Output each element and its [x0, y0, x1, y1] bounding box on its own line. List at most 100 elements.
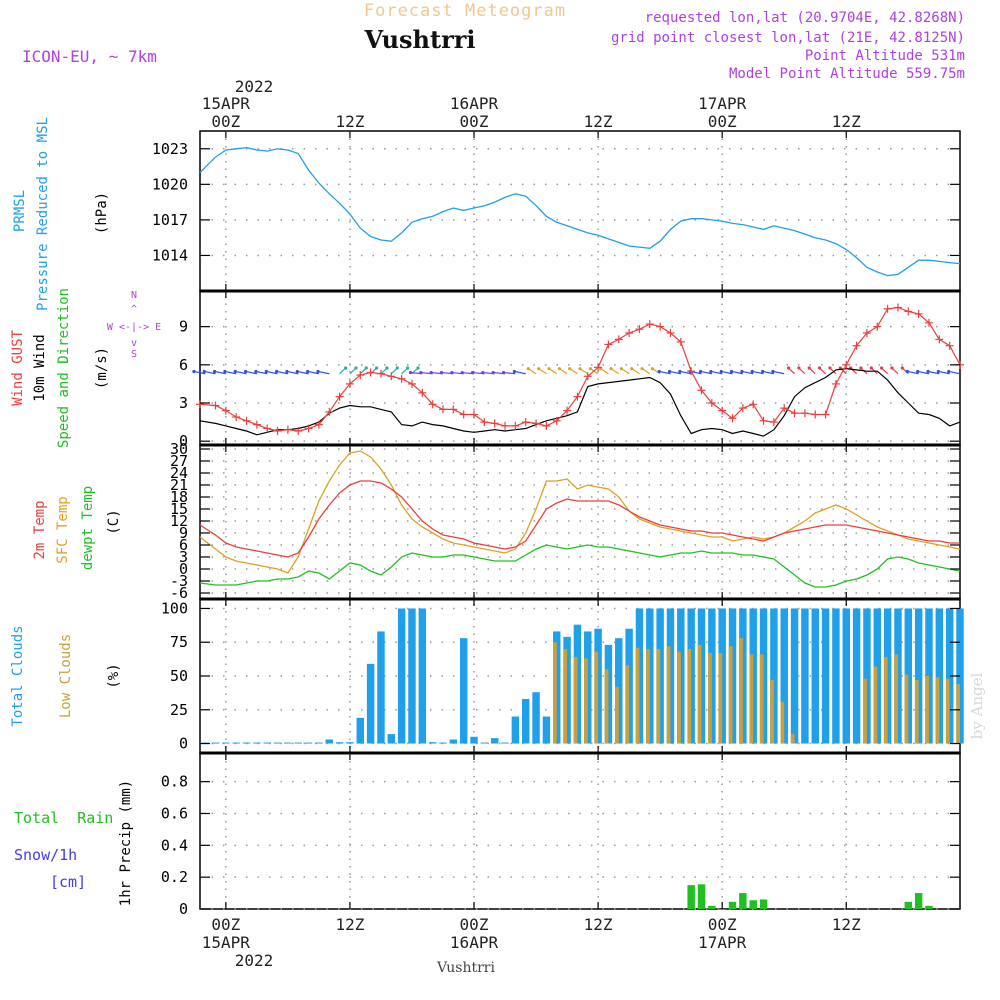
wind-10m-title: 10m Wind: [32, 334, 48, 401]
wind-dir-arrow: [679, 370, 692, 375]
rain-bar: [904, 901, 913, 909]
wind-dir-arrow: [204, 370, 216, 375]
top-hour-label: 12Z: [335, 112, 364, 131]
wind-dir-arrowhead: [512, 369, 517, 374]
wind-dir-arrowhead: [408, 370, 413, 375]
ytick-label-precip: 0.8: [161, 773, 188, 791]
total-cloud-bar: [428, 742, 437, 744]
ytick-label-precip: 0.2: [161, 868, 188, 886]
low-cloud-bar: [708, 653, 712, 744]
ytick-label-temperature: 30: [170, 440, 188, 458]
ytick-label-pressure: 1017: [152, 211, 188, 229]
ytick-label-temperature: 27: [170, 452, 188, 470]
ytick-label-clouds: 100: [161, 599, 188, 617]
ytick-label-temperature: 6: [179, 536, 188, 554]
pressure-ylabel: (hPa): [94, 192, 110, 234]
low-cloud-bar: [739, 638, 743, 744]
total-cloud-bar: [346, 742, 354, 744]
total-cloud-bar: [242, 742, 251, 744]
wind-dir-arrowhead: [481, 370, 485, 375]
wind-dir-arrowhead: [450, 370, 454, 375]
top-date-label: 17APR: [698, 94, 747, 113]
wind-dir-arrowhead: [729, 369, 734, 374]
low-cloud-bar: [780, 701, 785, 744]
total-cloud-bar: [366, 663, 375, 744]
low-cloud-bar: [904, 674, 909, 744]
wind-dir-arrowhead: [947, 369, 951, 374]
total-cloud-bar: [222, 742, 230, 744]
wind-dir-arrow: [948, 370, 961, 375]
wind-ylabel: (m/s): [94, 347, 110, 389]
wind-dir-arrow: [752, 370, 764, 375]
wind-titles: Wind GUST 10m Wind Speed and Direction (…: [10, 288, 161, 448]
wind-dir-arrowhead: [306, 369, 310, 374]
bottom-hour-label: 00Z: [460, 915, 489, 934]
temp-dew-title: dewpt Temp: [80, 486, 96, 570]
wind-dir-arrowhead: [429, 370, 433, 375]
low-cloud-bar: [625, 665, 630, 744]
ytick-label-temperature: 9: [179, 524, 188, 542]
total-cloud-bar: [532, 692, 540, 744]
total-cloud-bar: [232, 742, 240, 744]
precip-titles: Total Rain Snow/1h [cm] 1hr Precip (mm): [14, 780, 134, 906]
wind-dir-arrowhead: [491, 370, 495, 375]
bottom-date-label: 15APR: [202, 933, 251, 952]
total-cloud-bar: [294, 742, 302, 744]
wind-dir-arrow: [669, 370, 681, 375]
bottom-hour-label: 00Z: [708, 915, 737, 934]
low-cloud-bar: [666, 646, 671, 744]
ytick-label-pressure: 1020: [152, 175, 188, 193]
wind-dir-arrowhead: [395, 366, 399, 370]
wind-dir-arrow: [721, 370, 733, 375]
rain-bar: [914, 893, 923, 909]
wind-dir-arrowhead: [364, 366, 368, 370]
wind-dir-arrow: [700, 370, 712, 375]
top-date-label: 16APR: [450, 94, 499, 113]
low-cloud-bar: [914, 680, 919, 744]
cloud-bars: [201, 608, 964, 744]
total-cloud-bar: [408, 608, 416, 744]
bottom-hour-label: 12Z: [335, 915, 364, 934]
total-cloud-bar: [490, 738, 499, 744]
ytick-label-temperature: 3: [179, 548, 188, 566]
total-cloud-bar: [914, 608, 923, 744]
wind-dir-arrow: [235, 370, 247, 375]
wind-dir-arrowhead: [439, 370, 444, 375]
ytick-label-wind: 6: [179, 356, 188, 374]
wind-dir-arrowhead: [619, 367, 624, 371]
station-title: Vushtrri: [364, 25, 476, 54]
wind-dir-arrowhead: [254, 369, 258, 374]
total-cloud-bar: [821, 608, 830, 744]
total-cloud-bar: [459, 638, 468, 744]
wind-dir-arrowhead: [719, 369, 723, 374]
rain-bar: [728, 901, 737, 909]
top-hour-label: 12Z: [832, 112, 861, 131]
rain-bar: [687, 885, 695, 909]
wind-dir-arrowhead: [501, 370, 506, 375]
total-cloud-bar: [335, 742, 344, 744]
low-cloud-bar: [687, 648, 692, 744]
top-hour-label: 00Z: [460, 112, 489, 131]
ytick-label-temperature: 12: [170, 512, 188, 530]
wind-dir-arrowhead: [578, 367, 582, 371]
total-cloud-bar: [304, 742, 313, 744]
pressure-series: [199, 146, 961, 277]
requested-coords: requested lon,lat (20.9704E, 42.8268N): [645, 10, 965, 26]
ytick-label-pressure: 1014: [152, 246, 188, 264]
wind-dir-arrowhead: [406, 366, 410, 370]
wind-dir-arrow: [307, 370, 320, 375]
total-cloud-bar: [842, 608, 850, 744]
ytick-label-precip: 0: [179, 900, 188, 918]
temp-ylabel: (C): [106, 509, 122, 534]
top-hour-label: 12Z: [584, 112, 613, 131]
low-cloud-bar: [759, 654, 764, 744]
top-date-label: 15APR: [202, 94, 251, 113]
wind-dir-arrowhead: [264, 369, 268, 374]
wind-dir-arrowhead: [285, 369, 289, 374]
wind-dir-arrow: [503, 371, 516, 375]
wind-dir-arrowhead: [419, 370, 423, 375]
low-cloud-bar: [604, 669, 609, 744]
ytick-label-temperature: 24: [170, 464, 188, 482]
